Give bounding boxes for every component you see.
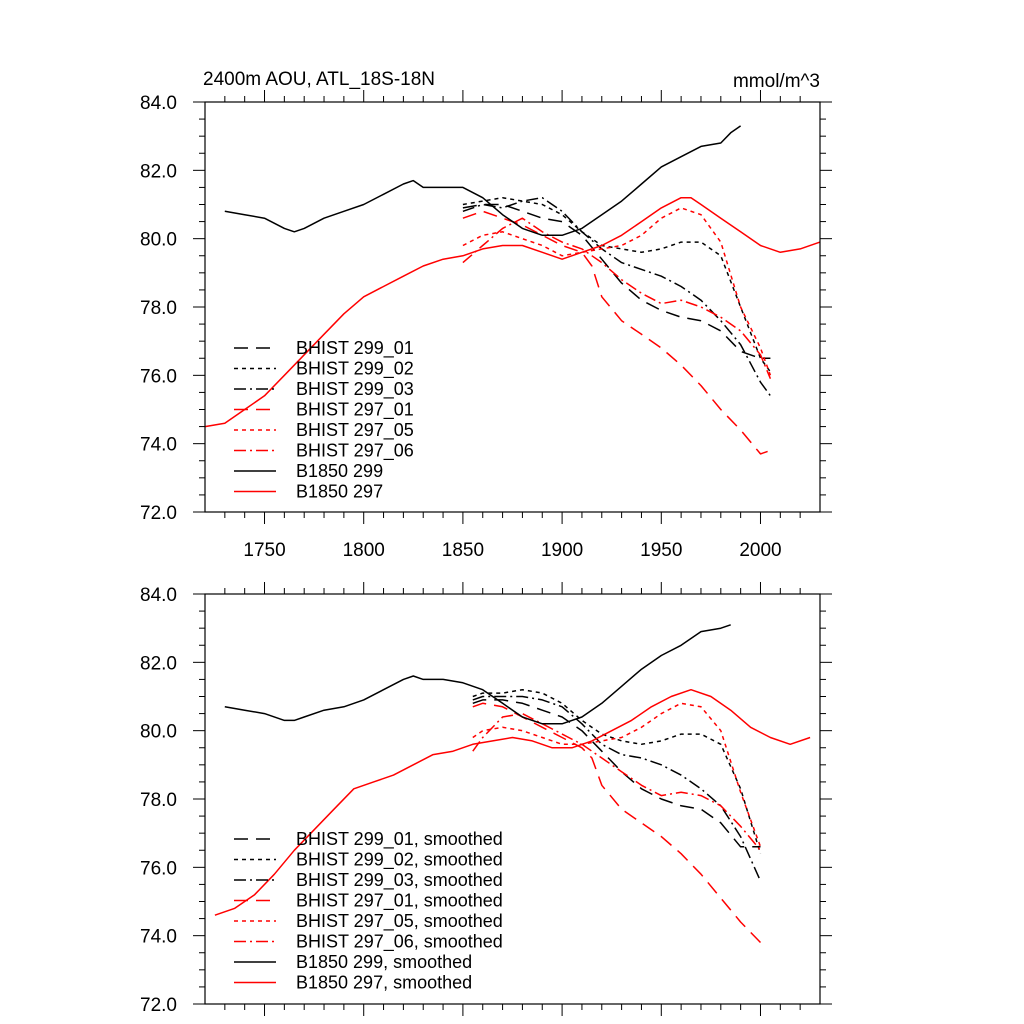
legend-label: BHIST 299_02, smoothed <box>296 850 503 871</box>
series-line-bhist-297-06 <box>462 217 772 379</box>
units-label: mmol/m^3 <box>733 71 820 92</box>
y-tick-label: 74.0 <box>140 927 177 948</box>
y-tick-label: 76.0 <box>140 858 177 879</box>
legend-label: BHIST 299_01, smoothed <box>296 829 503 850</box>
series-line-bhist-299-03-smoothed <box>472 695 762 882</box>
x-tick-label: 2000 <box>739 540 781 561</box>
legend-label: B1850 297 <box>296 482 383 502</box>
legend-label: BHIST 297_06 <box>296 441 414 462</box>
series-line-bhist-299-03 <box>462 196 772 397</box>
x-tick-labels: 1750 1800 1850 1900 1950 2000 <box>243 540 781 561</box>
series-line-bhist-299-01 <box>462 203 771 360</box>
legend-label: BHIST 297_05 <box>296 420 414 441</box>
chart-title: 2400m AOU, ATL_18S-18N <box>203 69 435 90</box>
y-tick-label: 82.0 <box>140 161 177 182</box>
y-tick-labels: 72.0 74.0 76.0 78.0 80.0 82.0 84.0 <box>140 585 177 1016</box>
x-tick-label: 1800 <box>343 540 385 561</box>
plot-frame <box>204 101 821 513</box>
legend-label: BHIST 297_06, smoothed <box>296 932 503 953</box>
y-tick-label: 72.0 <box>140 995 177 1016</box>
series-line-b1850-297-smoothed <box>214 688 811 916</box>
series-line-b1850-297 <box>204 196 821 428</box>
axis-ticks <box>193 90 832 524</box>
x-tick-label: 1950 <box>640 540 682 561</box>
legend-label: BHIST 299_02 <box>296 359 414 380</box>
axis-ticks <box>193 582 832 1016</box>
series-line-b1850-299-smoothed <box>224 624 731 725</box>
series-line-bhist-297-06-smoothed <box>472 712 762 851</box>
legend-label: BHIST 299_01 <box>296 338 414 359</box>
legend-label: B1850 297, smoothed <box>296 973 472 993</box>
series-lines <box>214 624 811 944</box>
series-line-bhist-299-02 <box>462 196 772 373</box>
x-tick-label: 1900 <box>541 540 583 561</box>
y-tick-label: 84.0 <box>140 585 177 606</box>
legend-label: BHIST 297_05, smoothed <box>296 911 503 932</box>
series-line-bhist-299-02-smoothed <box>472 688 762 854</box>
series-line-bhist-297-05 <box>462 207 772 376</box>
y-tick-label: 78.0 <box>140 298 177 319</box>
y-tick-labels: 72.0 74.0 76.0 78.0 80.0 82.0 84.0 <box>140 93 177 524</box>
x-tick-label: 1850 <box>442 540 484 561</box>
y-tick-label: 80.0 <box>140 722 177 743</box>
legend-label: BHIST 299_03 <box>296 379 414 400</box>
y-tick-label: 80.0 <box>140 230 177 251</box>
top-panel: 2400m AOU, ATL_18S-18N mmol/m^3 72.0 74.0… <box>140 69 832 561</box>
y-tick-label: 78.0 <box>140 790 177 811</box>
series-line-bhist-297-01-smoothed <box>472 702 762 944</box>
y-tick-label: 72.0 <box>140 503 177 524</box>
legend-label: BHIST 299_03, smoothed <box>296 870 503 891</box>
legend-label: BHIST 297_01 <box>296 400 414 421</box>
series-line-bhist-299-01-smoothed <box>472 699 761 848</box>
bottom-panel: 72.0 74.0 76.0 78.0 80.0 82.0 84.0 BHIST 299_0… <box>140 582 832 1016</box>
x-tick-label: 1750 <box>243 540 285 561</box>
y-tick-label: 82.0 <box>140 653 177 674</box>
legend-label: B1850 299 <box>296 461 383 481</box>
plot-frame <box>204 593 821 1005</box>
series-lines <box>204 125 821 455</box>
legend-label: BHIST 297_01, smoothed <box>296 891 503 912</box>
series-line-bhist-297-05-smoothed <box>472 702 762 848</box>
y-tick-label: 84.0 <box>140 93 177 114</box>
series-line-b1850-299 <box>224 125 742 237</box>
y-tick-label: 74.0 <box>140 435 177 456</box>
y-tick-label: 76.0 <box>140 366 177 387</box>
legend-label: B1850 299, smoothed <box>296 952 472 972</box>
